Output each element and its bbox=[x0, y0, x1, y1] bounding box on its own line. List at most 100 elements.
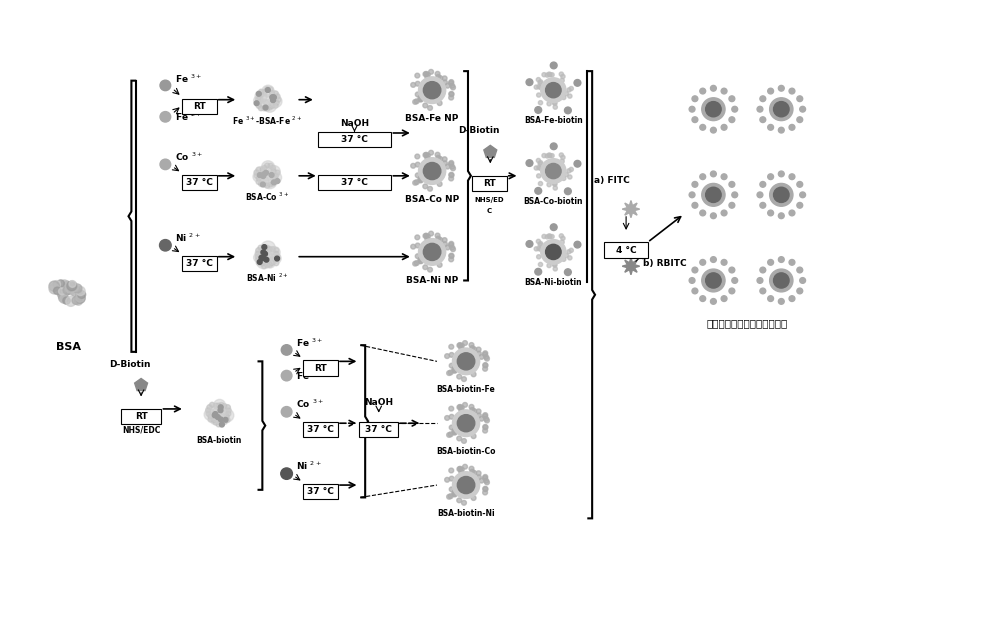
Circle shape bbox=[539, 241, 543, 246]
Circle shape bbox=[457, 477, 475, 493]
Text: 37 °C: 37 °C bbox=[186, 259, 213, 268]
Circle shape bbox=[256, 176, 261, 181]
FancyBboxPatch shape bbox=[318, 175, 391, 190]
Text: BSA-biotin-Fe: BSA-biotin-Fe bbox=[437, 386, 495, 394]
Circle shape bbox=[538, 162, 542, 166]
Circle shape bbox=[483, 366, 488, 371]
Circle shape bbox=[57, 280, 64, 287]
Circle shape bbox=[561, 74, 565, 79]
Circle shape bbox=[692, 181, 698, 187]
Text: RT: RT bbox=[135, 412, 147, 421]
Text: Fe $^{2+}$: Fe $^{2+}$ bbox=[175, 111, 202, 123]
Circle shape bbox=[262, 106, 267, 111]
Circle shape bbox=[732, 192, 738, 197]
Circle shape bbox=[263, 251, 267, 256]
Circle shape bbox=[569, 167, 573, 171]
Circle shape bbox=[721, 210, 727, 216]
Circle shape bbox=[223, 417, 228, 422]
Circle shape bbox=[483, 490, 488, 495]
Circle shape bbox=[449, 406, 454, 411]
Circle shape bbox=[254, 101, 259, 106]
Text: BSA: BSA bbox=[56, 342, 81, 352]
Circle shape bbox=[553, 105, 557, 109]
Circle shape bbox=[562, 95, 566, 100]
Circle shape bbox=[539, 167, 543, 170]
Text: BSA-Ni-biotin: BSA-Ni-biotin bbox=[525, 278, 582, 287]
Circle shape bbox=[423, 163, 441, 180]
Circle shape bbox=[219, 402, 224, 407]
Circle shape bbox=[65, 282, 73, 290]
Circle shape bbox=[546, 163, 561, 179]
Text: Fe $^{3+}$: Fe $^{3+}$ bbox=[175, 72, 202, 85]
Text: RT: RT bbox=[483, 179, 496, 188]
Polygon shape bbox=[484, 145, 497, 157]
Circle shape bbox=[254, 173, 260, 178]
Circle shape bbox=[452, 368, 457, 373]
Circle shape bbox=[274, 261, 279, 266]
Circle shape bbox=[435, 152, 440, 157]
Circle shape bbox=[448, 494, 453, 498]
Circle shape bbox=[265, 106, 270, 111]
Circle shape bbox=[535, 269, 542, 275]
Circle shape bbox=[546, 82, 561, 98]
Circle shape bbox=[471, 434, 476, 439]
Circle shape bbox=[263, 175, 277, 189]
Circle shape bbox=[449, 487, 454, 491]
Circle shape bbox=[547, 234, 551, 238]
Circle shape bbox=[414, 99, 419, 103]
Circle shape bbox=[67, 283, 75, 290]
Circle shape bbox=[423, 265, 428, 270]
Circle shape bbox=[550, 72, 554, 77]
Circle shape bbox=[462, 439, 466, 443]
Text: NaOH: NaOH bbox=[364, 398, 393, 407]
Circle shape bbox=[797, 202, 803, 208]
Circle shape bbox=[222, 419, 227, 425]
Circle shape bbox=[418, 259, 423, 264]
Circle shape bbox=[469, 466, 474, 471]
Circle shape bbox=[552, 100, 557, 105]
Circle shape bbox=[414, 261, 419, 266]
Circle shape bbox=[457, 415, 475, 432]
Circle shape bbox=[547, 183, 551, 187]
Circle shape bbox=[560, 78, 564, 82]
Circle shape bbox=[789, 174, 795, 180]
Circle shape bbox=[483, 413, 488, 417]
Circle shape bbox=[721, 124, 727, 130]
Circle shape bbox=[274, 100, 279, 105]
Circle shape bbox=[471, 372, 476, 377]
Circle shape bbox=[216, 414, 227, 425]
Circle shape bbox=[206, 411, 211, 416]
Circle shape bbox=[411, 245, 416, 249]
Circle shape bbox=[274, 251, 279, 256]
Circle shape bbox=[459, 467, 464, 472]
Circle shape bbox=[553, 263, 557, 267]
Circle shape bbox=[59, 288, 65, 295]
Circle shape bbox=[270, 181, 276, 186]
Circle shape bbox=[267, 105, 272, 110]
Circle shape bbox=[256, 257, 261, 262]
Circle shape bbox=[219, 419, 224, 425]
Circle shape bbox=[418, 257, 423, 262]
Circle shape bbox=[219, 422, 224, 427]
Circle shape bbox=[270, 95, 275, 100]
Circle shape bbox=[800, 278, 806, 284]
Circle shape bbox=[729, 267, 735, 273]
Circle shape bbox=[218, 417, 223, 422]
Circle shape bbox=[700, 210, 706, 216]
Circle shape bbox=[789, 296, 795, 301]
Circle shape bbox=[418, 178, 423, 183]
Circle shape bbox=[75, 298, 82, 305]
Circle shape bbox=[428, 267, 432, 272]
Circle shape bbox=[267, 262, 272, 267]
Circle shape bbox=[545, 154, 549, 158]
Circle shape bbox=[778, 298, 784, 305]
Circle shape bbox=[568, 256, 572, 260]
Circle shape bbox=[63, 281, 71, 288]
Circle shape bbox=[462, 500, 466, 505]
Circle shape bbox=[259, 89, 264, 94]
Circle shape bbox=[537, 174, 541, 178]
Circle shape bbox=[60, 293, 67, 300]
FancyBboxPatch shape bbox=[303, 484, 338, 500]
Circle shape bbox=[254, 96, 263, 105]
Circle shape bbox=[700, 174, 706, 180]
